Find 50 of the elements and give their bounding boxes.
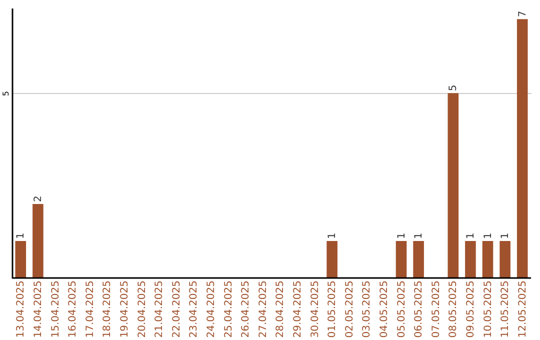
x-tick-label: 01.05.2025 <box>327 280 338 338</box>
data-label: 1 <box>482 232 494 240</box>
x-tick-label: 24.04.2025 <box>206 280 217 338</box>
bar <box>516 19 528 278</box>
data-label: 1 <box>465 232 476 240</box>
data-label: 7 <box>517 10 528 18</box>
x-tick-label: 03.05.2025 <box>362 280 373 338</box>
data-label: 1 <box>327 232 338 240</box>
x-tick-label: 30.04.2025 <box>310 280 321 338</box>
bar <box>32 204 44 278</box>
x-tick-label: 15.04.2025 <box>50 280 62 338</box>
x-tick-label: 21.04.2025 <box>154 280 166 338</box>
x-tick-label: 05.05.2025 <box>396 280 408 338</box>
x-tick-label: 18.04.2025 <box>102 280 114 338</box>
bar <box>465 241 476 278</box>
x-tick-label: 25.04.2025 <box>223 280 234 338</box>
bar <box>500 241 510 278</box>
x-tick-label: 02.05.2025 <box>344 280 356 338</box>
x-tick-label: 10.05.2025 <box>482 280 494 338</box>
x-tick-label: 11.05.2025 <box>500 280 512 338</box>
x-tick-label: 22.04.2025 <box>171 280 182 338</box>
x-tick-label: 09.05.2025 <box>465 280 476 338</box>
x-tick-label: 19.04.2025 <box>119 280 130 338</box>
data-label: 1 <box>414 232 425 240</box>
data-label: 1 <box>500 232 512 240</box>
x-tick-label: 17.04.2025 <box>84 280 96 338</box>
x-tick-label: 12.05.2025 <box>517 280 528 338</box>
x-tick-label: 27.04.2025 <box>258 280 269 338</box>
x-tick-label: 28.04.2025 <box>275 280 286 338</box>
x-tick-label: 14.04.2025 <box>32 280 44 338</box>
x-tick-label: 08.05.2025 <box>448 280 460 338</box>
x-tick-label: 29.04.2025 <box>292 280 304 338</box>
x-tick-label: 26.04.2025 <box>240 280 252 338</box>
bar <box>448 93 459 278</box>
bar <box>482 241 494 278</box>
x-tick-label: 13.04.2025 <box>16 280 27 338</box>
data-label: 2 <box>32 196 44 202</box>
data-label: 1 <box>16 232 27 240</box>
bar <box>396 241 407 278</box>
bar <box>413 241 424 278</box>
x-tick-label: 04.05.2025 <box>378 280 390 338</box>
x-tick-label: 23.04.2025 <box>188 280 200 338</box>
data-label: 5 <box>448 84 460 92</box>
x-tick-label: 20.04.2025 <box>136 280 148 338</box>
x-tick-label: 07.05.2025 <box>430 280 442 338</box>
x-tick-label: 16.04.2025 <box>68 280 79 338</box>
bar <box>15 241 26 278</box>
data-label: 1 <box>396 232 408 240</box>
x-tick-label: 06.05.2025 <box>414 280 425 338</box>
bar <box>326 241 338 278</box>
